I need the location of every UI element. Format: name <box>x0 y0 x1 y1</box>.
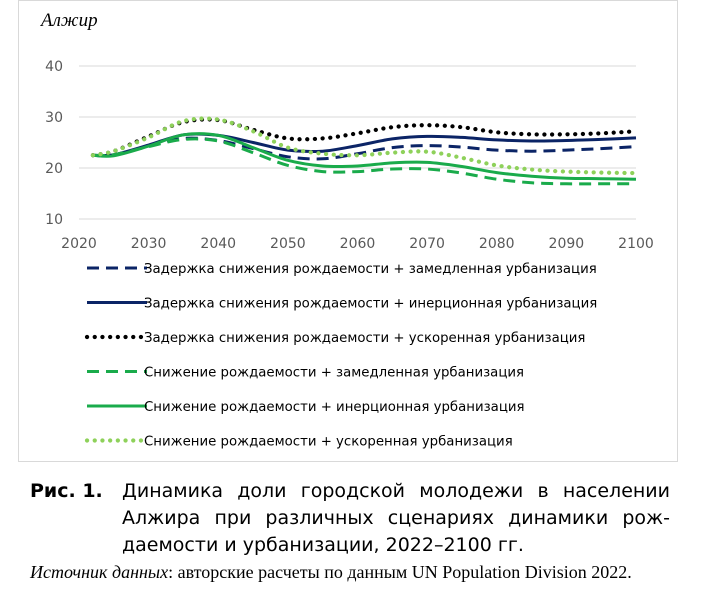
legend-label: Снижение рождаемости + замедленная урбан… <box>144 365 524 381</box>
x-tick-label: 2080 <box>479 236 515 252</box>
legend-label: Снижение рождаемости + инерционная урбан… <box>144 399 525 415</box>
series-line-decline-slow <box>92 137 636 186</box>
x-tick-label: 2030 <box>131 236 167 252</box>
legend-label: Задержка снижения рождаемости + инерцион… <box>144 296 597 312</box>
legend: Задержка снижения рождаемости + замедлен… <box>84 261 597 450</box>
legend-label: Задержка снижения рождаемости + ускоренн… <box>144 330 585 346</box>
x-tick-label: 2070 <box>409 236 445 252</box>
grid <box>79 65 636 169</box>
legend-label: Задержка снижения рождаемости + замедлен… <box>144 261 597 277</box>
x-tick-label: 2050 <box>270 236 306 252</box>
x-tick-label: 2060 <box>340 236 376 252</box>
figure-label: Рис. 1. <box>30 480 103 502</box>
y-tick-label: 10 <box>45 212 63 228</box>
y-tick-label: 30 <box>45 110 63 126</box>
figure-caption-text: Динамика доли городской молодежи в насел… <box>122 480 670 556</box>
y-tick-label: 20 <box>45 161 63 177</box>
figure-caption: Рис. 1. Динамика доли городской молодежи… <box>30 478 670 559</box>
y-tick-label: 40 <box>45 59 63 75</box>
x-tick-label: 2020 <box>61 236 97 252</box>
x-tick-label: 2100 <box>618 236 654 252</box>
chart-panel: Алжир 10 20 30 40 2020 2030 2040 2050 2060 2070 20… <box>18 0 678 462</box>
series-lines <box>90 116 639 186</box>
series-line-decline-inertial <box>92 132 637 181</box>
chart-title: Алжир <box>39 10 98 31</box>
data-source-note: Источник данных: авторские расчеты по да… <box>30 561 672 583</box>
x-tick-label: 2090 <box>549 236 585 252</box>
x-tick-label: 2040 <box>200 236 236 252</box>
source-text: : авторские расчеты по данным UN Populat… <box>168 562 632 582</box>
source-prefix: Источник данных <box>30 562 169 582</box>
series-line-decline-fast <box>90 116 639 176</box>
legend-label: Снижение рождаемости + ускоренная урбани… <box>144 434 513 450</box>
